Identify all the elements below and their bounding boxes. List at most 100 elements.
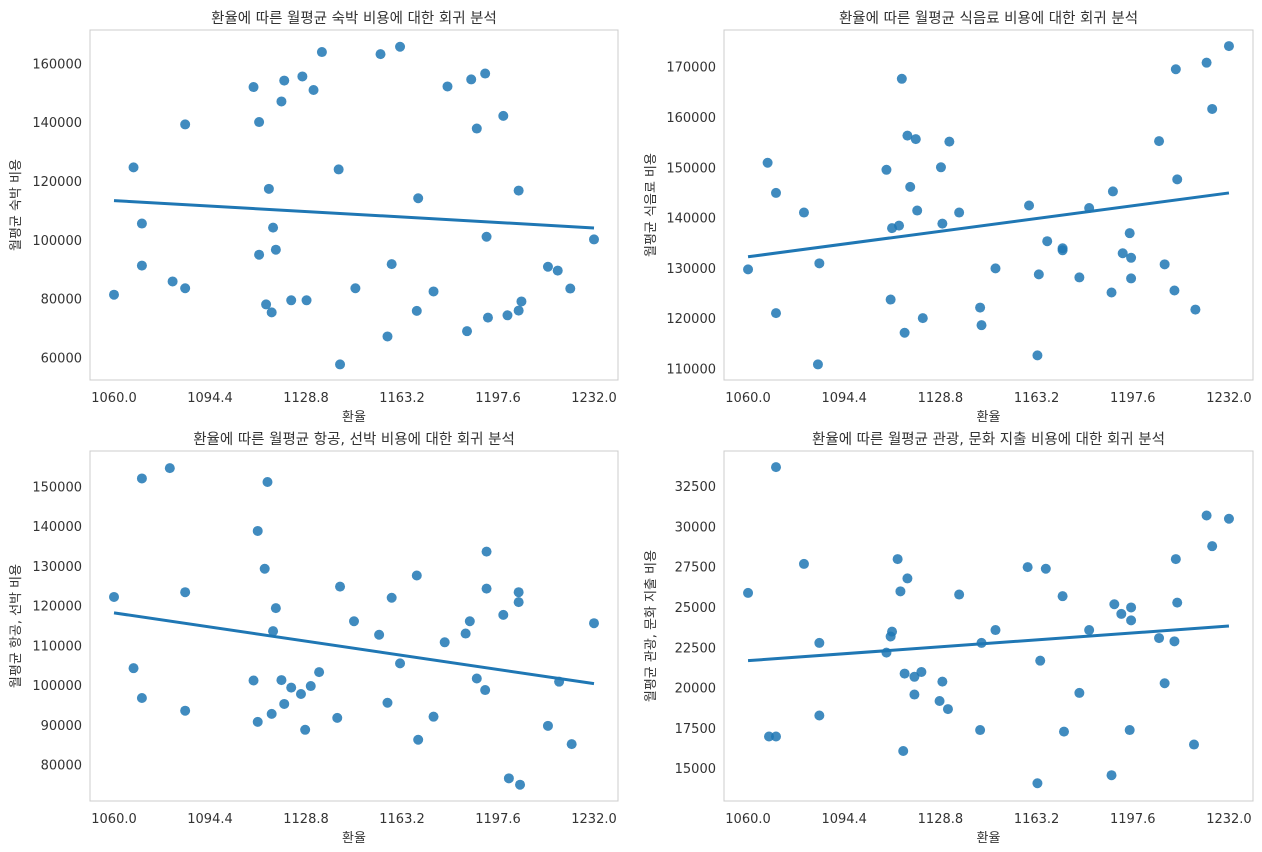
data-point bbox=[513, 597, 524, 608]
data-point bbox=[1084, 625, 1095, 636]
data-point bbox=[1040, 563, 1051, 574]
data-point bbox=[268, 626, 279, 637]
data-point bbox=[248, 82, 259, 93]
data-point bbox=[1172, 174, 1183, 185]
y-tick-label: 80000 bbox=[41, 759, 82, 774]
data-point bbox=[428, 286, 439, 297]
data-point bbox=[771, 187, 782, 198]
data-point bbox=[1207, 541, 1218, 552]
data-point bbox=[937, 218, 948, 229]
y-tick-label: 150000 bbox=[32, 480, 82, 495]
y-tick-label: 90000 bbox=[41, 719, 82, 734]
data-point bbox=[1124, 228, 1135, 239]
data-point bbox=[1107, 186, 1118, 197]
data-point bbox=[308, 85, 319, 95]
data-point bbox=[896, 73, 907, 84]
y-tick-label: 20000 bbox=[675, 682, 716, 697]
data-point bbox=[885, 294, 896, 305]
data-point bbox=[895, 586, 906, 597]
regression-line bbox=[113, 199, 595, 230]
data-point bbox=[180, 587, 191, 598]
data-point bbox=[503, 773, 514, 784]
x-tick-label: 1232.0 bbox=[571, 812, 617, 827]
data-point bbox=[1024, 200, 1035, 211]
y-tick-label: 100000 bbox=[32, 234, 82, 249]
data-point bbox=[892, 554, 903, 565]
data-point bbox=[286, 295, 297, 306]
x-tick-label: 1128.8 bbox=[283, 812, 329, 827]
plot-area bbox=[723, 450, 1254, 802]
y-tick-label: 140000 bbox=[32, 520, 82, 535]
data-point bbox=[395, 658, 406, 669]
data-point bbox=[254, 249, 265, 260]
data-point bbox=[975, 302, 986, 313]
data-point bbox=[954, 207, 965, 218]
data-point bbox=[1109, 599, 1120, 610]
data-point bbox=[481, 231, 492, 242]
data-point bbox=[1201, 57, 1212, 68]
data-point bbox=[1032, 350, 1043, 361]
data-point bbox=[266, 708, 277, 719]
y-tick-label: 120000 bbox=[32, 175, 82, 190]
data-point bbox=[565, 283, 576, 294]
data-point bbox=[279, 75, 290, 86]
data-point bbox=[1057, 591, 1068, 602]
data-point bbox=[1126, 273, 1137, 284]
x-tick-label: 1163.2 bbox=[379, 812, 425, 827]
data-point bbox=[1057, 245, 1068, 256]
subplot-4: 환율에 따른 월평균 관광, 문화 지출 비용에 대한 회귀 분석 1060.0 1… bbox=[644, 431, 1254, 846]
data-point bbox=[270, 603, 281, 614]
data-point bbox=[136, 473, 147, 484]
x-tick-label: 1128.8 bbox=[283, 391, 329, 406]
data-point bbox=[276, 96, 287, 107]
data-point bbox=[542, 720, 553, 731]
data-point bbox=[300, 724, 311, 735]
plot-area bbox=[723, 29, 1254, 381]
y-tick-label: 160000 bbox=[666, 111, 716, 126]
x-tick-label: 1094.4 bbox=[821, 391, 867, 406]
data-point bbox=[386, 259, 397, 270]
data-point bbox=[812, 359, 823, 370]
data-point bbox=[481, 546, 492, 557]
data-point bbox=[498, 110, 509, 121]
data-point bbox=[301, 295, 312, 306]
data-point bbox=[1033, 269, 1044, 280]
data-point bbox=[881, 164, 892, 175]
data-point bbox=[899, 668, 910, 679]
y-tick-label: 140000 bbox=[32, 116, 82, 131]
y-tick-label: 30000 bbox=[675, 520, 716, 535]
data-point bbox=[374, 629, 385, 640]
data-point bbox=[386, 592, 397, 603]
data-point bbox=[382, 331, 393, 342]
subplot-2: 환율에 따른 월평균 식음료 비용에 대한 회귀 분석 1060.0 1094.4 1… bbox=[644, 10, 1254, 425]
data-point bbox=[1074, 272, 1085, 283]
data-point bbox=[1159, 678, 1170, 689]
data-point bbox=[254, 117, 265, 128]
data-point bbox=[1126, 615, 1137, 626]
data-point bbox=[335, 359, 346, 370]
data-point bbox=[944, 136, 955, 147]
data-point bbox=[1117, 248, 1128, 259]
x-axis-label: 환율 bbox=[977, 831, 1001, 846]
data-point bbox=[471, 123, 482, 134]
data-point bbox=[1170, 64, 1181, 75]
data-point bbox=[180, 119, 191, 130]
y-tick-label: 160000 bbox=[32, 57, 82, 72]
chart-title: 환율에 따른 월평균 숙박 비용에 대한 회귀 분석 bbox=[211, 10, 497, 27]
data-point bbox=[480, 68, 491, 79]
chart-title: 환율에 따른 월평균 식음료 비용에 대한 회귀 분석 bbox=[839, 10, 1138, 27]
data-point bbox=[305, 681, 316, 692]
x-tick-label: 1197.6 bbox=[475, 391, 521, 406]
data-point bbox=[937, 676, 948, 687]
x-tick-label: 1197.6 bbox=[475, 812, 521, 827]
data-point bbox=[109, 591, 119, 602]
y-tick-label: 32500 bbox=[675, 480, 716, 495]
data-point bbox=[898, 746, 909, 756]
data-point bbox=[128, 162, 139, 173]
x-tick-label: 1128.8 bbox=[918, 812, 964, 827]
data-point bbox=[1126, 602, 1137, 613]
data-point bbox=[270, 244, 281, 255]
data-point bbox=[1169, 636, 1180, 647]
data-point bbox=[498, 609, 509, 620]
x-axis-label: 환율 bbox=[342, 410, 366, 425]
